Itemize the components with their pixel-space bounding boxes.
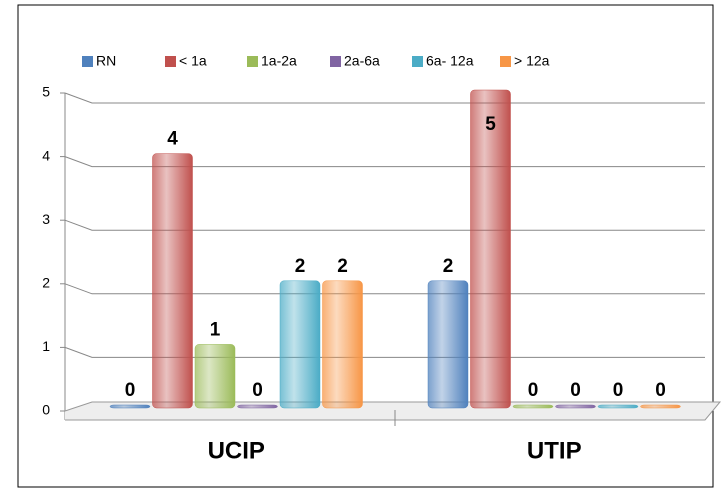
y-tick-label: 0 (42, 402, 50, 418)
y-tick-label: 3 (42, 211, 50, 227)
y-tick-label: 2 (42, 275, 50, 291)
legend-label: 1a-2a (261, 53, 297, 69)
legend-label: 2a-6a (344, 53, 380, 69)
y-tick-label: 4 (42, 147, 50, 163)
data-label: 0 (613, 380, 624, 401)
legend-label: > 12a (514, 53, 550, 69)
data-label: 1 (210, 319, 221, 340)
x-tick-label: UTIP (527, 437, 582, 464)
x-tick-label: UCIP (208, 437, 265, 464)
legend-swatch (247, 56, 258, 67)
data-label: 2 (443, 256, 454, 277)
bar (555, 404, 596, 409)
bar (640, 404, 681, 409)
bar (237, 404, 278, 409)
bar (470, 89, 511, 409)
data-label: 0 (252, 380, 263, 401)
data-label: 5 (485, 114, 496, 135)
data-label: 2 (295, 256, 306, 277)
data-label: 0 (125, 380, 136, 401)
legend-label: 6a- 12a (426, 53, 474, 69)
data-label: 0 (570, 380, 581, 401)
bar (152, 153, 193, 409)
legend-swatch (165, 56, 176, 67)
bar (194, 344, 236, 409)
legend-swatch (500, 56, 511, 67)
legend-swatch (82, 56, 93, 67)
legend-swatch (412, 56, 423, 67)
bar (322, 280, 363, 409)
legend-label: RN (96, 53, 116, 69)
data-label: 4 (167, 129, 178, 150)
data-label: 2 (337, 256, 348, 277)
y-tick-label: 1 (42, 338, 50, 354)
legend-swatch (330, 56, 341, 67)
bar (109, 404, 151, 409)
bar (512, 404, 554, 409)
bar (279, 280, 321, 409)
bar (427, 280, 469, 409)
legend-label: < 1a (179, 53, 207, 69)
bar (597, 404, 639, 409)
data-label: 0 (655, 380, 666, 401)
y-tick-label: 5 (42, 84, 50, 100)
data-label: 0 (528, 380, 539, 401)
